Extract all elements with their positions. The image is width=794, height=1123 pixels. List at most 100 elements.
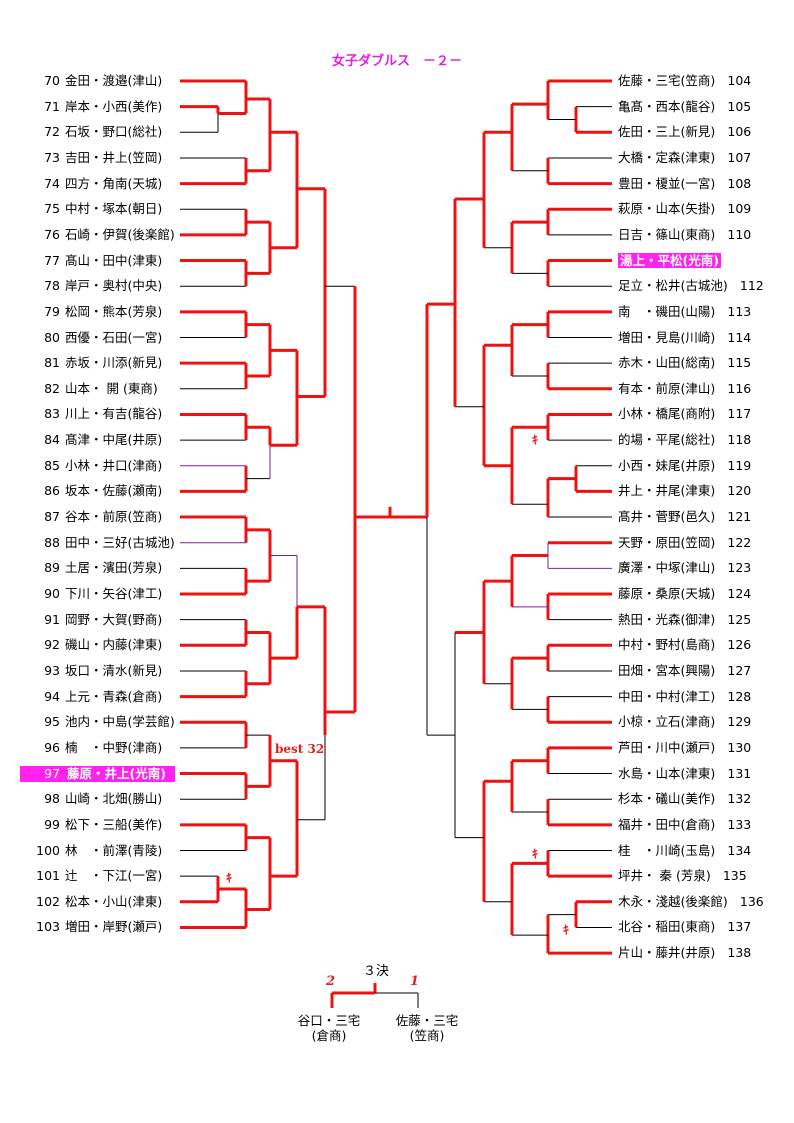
entry-number: 82 <box>44 380 60 396</box>
entry-name: 土居・濱田(芳泉) <box>65 560 163 576</box>
entry-number: 120 <box>727 483 752 499</box>
left-entry: 98 山崎・北畑(勝山) <box>20 791 175 807</box>
entry-name: 芦田・川中(瀬戸) <box>618 739 716 755</box>
entry-name: 増田・岸野(瀬戸) <box>65 919 163 935</box>
entry-number: 87 <box>44 509 60 525</box>
right-entry: 湯上・平松(光南) 111 <box>618 252 778 269</box>
entry-name: 西優・石田(一宮) <box>65 329 163 345</box>
entry-name: 熱田・光森(御津) <box>618 611 716 627</box>
kiken-mark: ｷ <box>532 847 539 861</box>
entry-name: 石坂・野口(総社) <box>65 124 163 140</box>
left-entry: 74 四方・角南(天城) <box>20 176 175 192</box>
entry-number: 126 <box>727 637 752 653</box>
entry-number: 122 <box>727 534 752 550</box>
left-entry: 87 谷本・前原(笠商) <box>20 509 175 525</box>
right-entry: 片山・藤井(井原) 138 <box>618 945 778 961</box>
left-entry: 93 坂口・清水(新見) <box>20 663 175 679</box>
entry-name: 上元・青森(倉商) <box>65 688 163 704</box>
left-entry: 88 田中・三好(古城池) <box>20 535 175 551</box>
entry-name: 小林・井口(津商) <box>65 457 163 473</box>
entry-number: 103 <box>36 919 60 935</box>
right-entry: 熱田・光森(御津) 125 <box>618 612 778 628</box>
entry-number: 107 <box>727 149 752 165</box>
entry-name: 中村・野村(島商) <box>618 637 716 653</box>
third-place-left-school: (倉商) <box>311 1028 347 1043</box>
left-entry: 85 小林・井口(津商) <box>20 458 175 474</box>
left-entry: 96 楠 ・中野(津商) <box>20 740 175 756</box>
right-entry: 杉本・礒山(美作) 132 <box>618 791 778 807</box>
entry-number: 127 <box>727 662 752 678</box>
third-place-right-name: 佐藤・三宅 (笠商) <box>382 1013 472 1043</box>
entry-number: 81 <box>44 355 60 371</box>
left-entry: 92 磯山・内藤(津東) <box>20 637 175 653</box>
entry-name: 髙山・田中(津東) <box>65 252 163 268</box>
entry-number: 130 <box>727 739 752 755</box>
right-entry: 小西・妹尾(井原) 119 <box>618 458 778 474</box>
left-entry: 94 上元・青森(倉商) <box>20 689 175 705</box>
entry-number: 100 <box>36 842 60 858</box>
right-entry: 佐田・三上(新見) 106 <box>618 124 778 140</box>
entry-number: 108 <box>727 175 752 191</box>
right-entry: 豊田・榎並(一宮) 108 <box>618 176 778 192</box>
entry-name: 坂口・清水(新見) <box>65 662 163 678</box>
left-entry: 86 坂本・佐藤(瀬南) <box>20 483 175 499</box>
entry-name: 藤原・桑原(天城) <box>618 586 716 601</box>
entry-number: 99 <box>44 816 60 832</box>
left-entry: 71 岸本・小西(美作) <box>20 99 175 115</box>
entry-name: 福井・田中(倉商) <box>618 816 716 832</box>
entry-name: 辻 ・下江(一宮) <box>65 868 163 884</box>
entry-number: 101 <box>36 868 60 884</box>
entry-name: 大橋・定森(津東) <box>618 149 716 165</box>
entry-number: 123 <box>727 560 752 576</box>
left-entry: 101 辻 ・下江(一宮) <box>20 868 175 884</box>
entry-name: 岡野・大賀(野商) <box>65 611 163 627</box>
right-entry: 中村・野村(島商) 126 <box>618 637 778 653</box>
kiken-mark: ｷ <box>563 923 570 937</box>
entry-name: 日吉・篠山(東商) <box>618 226 716 242</box>
entry-number: 124 <box>727 586 752 601</box>
entry-number: 85 <box>44 457 60 473</box>
entry-number: 80 <box>44 329 60 345</box>
entry-number: 94 <box>44 688 60 704</box>
right-entry: 佐藤・三宅(笠商) 104 <box>618 73 778 89</box>
entry-name: 松本・小山(津東) <box>65 893 163 909</box>
entry-number: 79 <box>44 303 60 319</box>
entry-name: 山本・ 開 (東商) <box>65 380 158 396</box>
entry-name: 杉本・礒山(美作) <box>618 791 716 807</box>
third-place-left-name: 谷口・三宅 (倉商) <box>284 1013 374 1043</box>
entry-number: 112 <box>739 278 764 294</box>
entry-name: 有本・前原(津山) <box>618 380 716 396</box>
left-entry: 78 岸戸・奥村(中央) <box>20 278 175 294</box>
entry-name: 小林・橋尾(商附) <box>618 406 716 422</box>
entry-number: 110 <box>727 226 752 242</box>
entry-name: 廣澤・中塚(津山) <box>618 560 716 576</box>
entry-number: 84 <box>44 432 60 448</box>
entry-name: 井上・井尾(津東) <box>618 483 716 499</box>
entry-number: 92 <box>44 637 60 653</box>
left-entry: 80 西優・石田(一宮) <box>20 330 175 346</box>
left-entry: 79 松岡・熊本(芳泉) <box>20 304 175 320</box>
entry-number: 105 <box>727 98 752 114</box>
entry-name: 北谷・稲田(東商) <box>618 919 716 935</box>
third-place-left-score: 2 <box>326 974 336 989</box>
kiken-mark: ｷ <box>226 871 233 885</box>
entry-name: 磯山・内藤(津東) <box>65 637 163 653</box>
entry-name: 水島・山本(津東) <box>618 765 716 781</box>
left-entry: 84 髙津・中尾(井原) <box>20 432 175 448</box>
left-entry: 99 松下・三船(美作) <box>20 817 175 833</box>
entry-name: 田畑・宮本(興陽) <box>618 662 716 678</box>
entry-number: 72 <box>44 124 60 140</box>
entry-name: 岸戸・奥村(中央) <box>65 278 163 294</box>
best32-note: best 32 <box>275 742 325 756</box>
entry-number: 109 <box>727 201 752 217</box>
entry-number: 121 <box>727 509 752 525</box>
kiken-mark: ｷ <box>532 433 539 447</box>
right-entry: 北谷・稲田(東商) 137 <box>618 919 778 935</box>
right-entry: 的場・平尾(総社) 118 <box>618 432 778 448</box>
entry-number: 86 <box>44 483 60 499</box>
entry-number: 76 <box>44 226 60 242</box>
entry-name: 山崎・北畑(勝山) <box>65 791 163 807</box>
entry-number: 95 <box>44 714 60 730</box>
entry-name: 髙井・菅野(邑久) <box>618 509 716 525</box>
entry-name: 岸本・小西(美作) <box>65 98 163 114</box>
